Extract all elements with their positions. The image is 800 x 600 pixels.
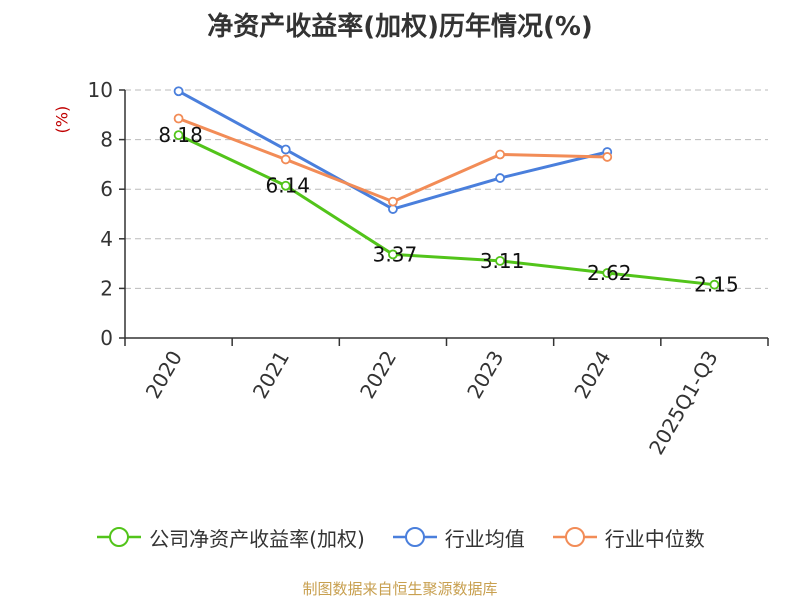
- data-label: 3.11: [480, 249, 525, 273]
- data-label: 3.37: [373, 242, 418, 266]
- legend-item[interactable]: 行业中位数: [551, 523, 705, 552]
- series-point-0: [280, 180, 291, 191]
- data-label: 2.62: [587, 261, 632, 285]
- x-tick-label: 2021: [248, 347, 294, 403]
- legend-swatch-icon: [392, 527, 437, 547]
- x-tick-label: 2020: [141, 347, 187, 403]
- series-line-1: [177, 89, 608, 211]
- series-point-2: [173, 113, 184, 124]
- chart-title: 净资产收益率(加权)历年情况(%): [207, 12, 593, 42]
- series-point-2: [280, 154, 291, 165]
- legend-swatch-icon: [552, 527, 597, 547]
- series-point-2: [495, 149, 505, 160]
- legend-item[interactable]: 公司净资产收益率(加权): [95, 523, 365, 552]
- data-label: 6.14: [265, 174, 310, 198]
- series-point-1: [495, 173, 505, 183]
- series-point-0: [602, 268, 613, 278]
- legend-label: 行业中位数: [604, 526, 705, 551]
- y-tick-label: 4: [100, 227, 113, 251]
- x-tick-label: 2023: [462, 347, 508, 403]
- y-tick-label: 0: [100, 326, 113, 350]
- series-point-0: [709, 279, 720, 290]
- x-tick-label: 2024: [569, 347, 615, 403]
- series-point-0: [388, 249, 398, 260]
- series-point-1: [173, 86, 184, 97]
- legend-label: 公司净资产收益率(加权): [149, 526, 365, 551]
- series-point-2: [388, 196, 398, 207]
- series-line-2: [178, 117, 608, 204]
- series-point-0: [495, 255, 505, 266]
- x-tick-label: 2022: [355, 347, 401, 403]
- x-tick-label: 2025Q1-Q3: [644, 347, 723, 459]
- legend-label: 行业均值: [444, 526, 525, 551]
- y-tick-label: 6: [100, 177, 113, 201]
- series-line-0: [177, 133, 715, 287]
- y-tick-label: 10: [88, 78, 113, 102]
- series-point-1: [280, 144, 291, 155]
- series-point-2: [602, 152, 613, 162]
- data-source-note: 制图数据来自恒生聚源数据库: [302, 580, 498, 598]
- data-label: 2.15: [694, 273, 739, 297]
- data-label: 8.18: [158, 123, 203, 147]
- y-tick-label: 8: [100, 128, 113, 152]
- legend-swatch-icon: [97, 527, 142, 547]
- series-point-0: [173, 130, 184, 141]
- y-tick-label: 2: [100, 276, 113, 300]
- chart-legend: 公司净资产收益率(加权) 行业均值 行业中位数: [0, 520, 800, 554]
- legend-item[interactable]: 行业均值: [391, 523, 525, 552]
